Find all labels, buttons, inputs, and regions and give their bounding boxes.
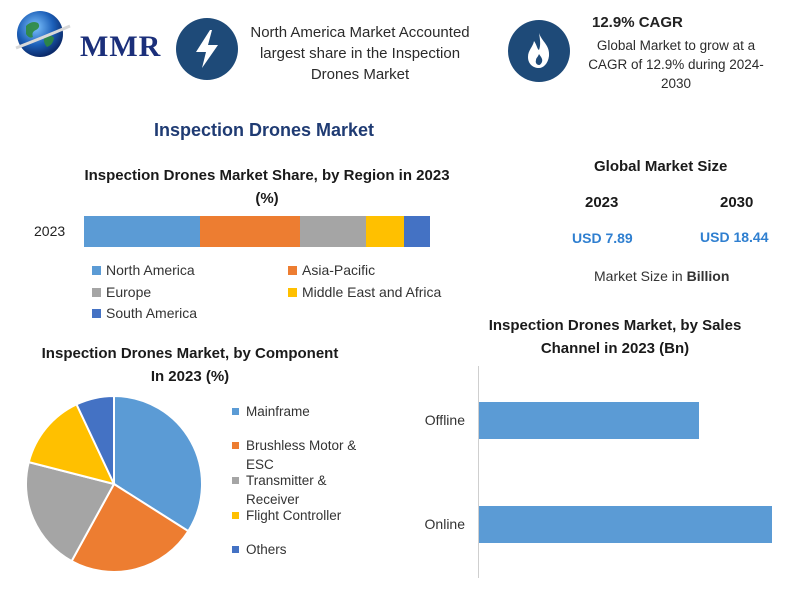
market-size-2030-value: USD 18.44	[700, 229, 769, 245]
market-size-2023-value: USD 7.89	[572, 230, 633, 246]
globe-logo-icon	[15, 11, 71, 57]
legend-label: Others	[246, 542, 287, 557]
legend-item-south-america: South America	[92, 305, 197, 321]
legend-label: South America	[106, 305, 198, 321]
sales-bar-online	[479, 506, 773, 543]
cagr-description: Global Market to grow at a CAGR of 12.9%…	[588, 38, 764, 91]
pie-legend-flight-controller: Flight Controller	[232, 506, 392, 525]
logo-text: MMR	[80, 30, 162, 63]
year-2023-label: 2023	[585, 194, 619, 211]
pie-legend-brushless-motor: Brushless Motor & ESC	[232, 436, 372, 474]
pie-slice-flight-controller	[27, 403, 116, 486]
legend-label: Transmitter & Receiver	[246, 473, 327, 507]
legend-swatch	[232, 546, 239, 553]
sales-category-online: Online	[424, 516, 465, 532]
lightning-bolt-icon	[176, 18, 238, 80]
region-chart-row-label: 2023	[34, 223, 66, 239]
pie-slice-transmitter-receiver	[25, 460, 116, 563]
legend-label: Middle East and Africa	[302, 284, 442, 300]
legend-label: Flight Controller	[246, 508, 342, 523]
legend-swatch	[232, 442, 239, 449]
region-segment-middle-east-and-africa	[365, 216, 405, 247]
region-segment-europe	[300, 216, 366, 247]
pie-legend-transmitter: Transmitter & Receiver	[232, 471, 352, 509]
legend-item-middle-east-africa: Middle East and Africa	[288, 284, 441, 300]
pie-legend-mainframe: Mainframe	[232, 402, 392, 421]
unit-prefix: Market Size in	[594, 268, 687, 284]
page-title: Inspection Drones Market	[154, 120, 375, 140]
pie-legend-others: Others	[232, 540, 392, 559]
legend-label: Europe	[106, 284, 152, 300]
pie-slice-brushless-motor-esc	[70, 482, 190, 573]
legend-swatch	[92, 287, 101, 297]
legend-swatch	[92, 265, 101, 275]
legend-swatch	[288, 265, 297, 275]
legend-swatch	[232, 408, 239, 415]
sales-chart-axis	[478, 366, 479, 578]
region-segment-north-america	[84, 216, 200, 247]
legend-item-europe: Europe	[92, 284, 151, 300]
legend-swatch	[288, 287, 297, 297]
sales-category-offline: Offline	[424, 412, 465, 428]
legend-label: North America	[106, 262, 195, 278]
region-segment-asia-pacific	[199, 216, 301, 247]
unit-bold: Billion	[686, 268, 730, 284]
component-pie-chart	[25, 394, 203, 573]
legend-label: Asia-Pacific	[302, 262, 376, 278]
cagr-title: 12.9% CAGR	[592, 14, 683, 31]
legend-swatch	[232, 477, 239, 484]
sales-channel-chart-title: Inspection Drones Market, by Sales Chann…	[488, 317, 742, 357]
legend-item-asia-pacific: Asia-Pacific	[288, 262, 375, 278]
region-stacked-bar	[84, 216, 430, 247]
component-chart-title: Inspection Drones Market, by Component I…	[41, 345, 339, 385]
sales-bar-offline	[479, 402, 699, 439]
global-market-size-title: Global Market Size	[594, 158, 728, 175]
legend-item-north-america: North America	[92, 262, 195, 278]
pie-slice-others	[75, 394, 115, 485]
legend-swatch	[92, 308, 101, 318]
north-america-highlight: North America Market Accounted largest s…	[250, 24, 470, 83]
region-segment-south-america	[404, 216, 430, 247]
year-2030-label: 2030	[720, 194, 754, 211]
market-size-unit-note: Market Size in Billion	[594, 268, 729, 284]
legend-label: Brushless Motor & ESC	[246, 438, 357, 472]
legend-label: Mainframe	[246, 404, 310, 419]
flame-icon	[508, 20, 570, 82]
region-chart-title: Inspection Drones Market Share, by Regio…	[84, 167, 450, 207]
legend-swatch	[232, 512, 239, 519]
